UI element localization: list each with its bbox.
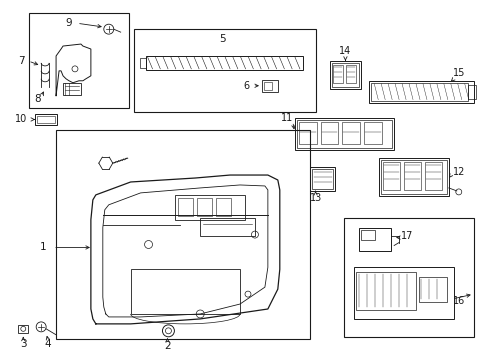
Bar [370, 83, 467, 100]
Bar [130, 269, 240, 314]
Text: 9: 9 [65, 18, 72, 28]
Bar [467, 85, 475, 99]
Bar [35, 113, 57, 125]
Bar [361, 230, 374, 239]
Text: 16: 16 [452, 296, 464, 306]
Bar [333, 65, 343, 83]
Text: 11: 11 [280, 113, 292, 123]
Bar [331, 63, 359, 87]
Text: 2: 2 [164, 341, 170, 351]
Bar [200, 218, 254, 235]
Bar [329, 61, 361, 89]
Bar [29, 13, 128, 108]
Bar [133, 29, 315, 112]
Text: 5: 5 [218, 34, 225, 44]
Bar [63, 83, 81, 95]
Bar [294, 118, 393, 150]
Bar [262, 80, 277, 92]
Bar [197, 198, 212, 216]
Bar [18, 325, 28, 333]
Text: 4: 4 [45, 339, 51, 349]
Bar [178, 198, 193, 216]
Text: 10: 10 [15, 114, 27, 125]
Bar [216, 198, 231, 216]
Text: 15: 15 [452, 68, 464, 78]
Bar [309, 167, 335, 191]
Bar [403, 162, 420, 190]
Bar [346, 65, 356, 83]
Bar [383, 162, 399, 190]
Text: 14: 14 [339, 46, 351, 56]
Bar [364, 122, 382, 144]
Bar [342, 122, 360, 144]
Text: 6: 6 [243, 81, 248, 91]
Text: 3: 3 [20, 339, 26, 349]
Bar [344, 218, 473, 337]
Text: 17: 17 [400, 230, 412, 240]
Text: 13: 13 [309, 193, 321, 203]
Bar [320, 122, 338, 144]
Bar [381, 160, 446, 194]
Bar [418, 277, 446, 302]
Bar [354, 267, 453, 319]
Bar [264, 82, 271, 90]
Bar [359, 228, 390, 251]
Bar [145, 56, 302, 70]
Text: 1: 1 [40, 243, 46, 252]
Text: 8: 8 [34, 94, 41, 104]
Bar [311, 169, 333, 189]
Bar [379, 158, 448, 196]
Bar [139, 58, 145, 68]
Bar [175, 195, 244, 220]
Bar [298, 122, 316, 144]
Text: 12: 12 [452, 167, 464, 177]
Bar [424, 162, 441, 190]
Bar [296, 121, 391, 148]
Text: 7: 7 [18, 56, 24, 66]
Bar [356, 272, 415, 310]
Bar [56, 130, 309, 339]
Bar [37, 116, 55, 123]
Bar [368, 81, 473, 103]
